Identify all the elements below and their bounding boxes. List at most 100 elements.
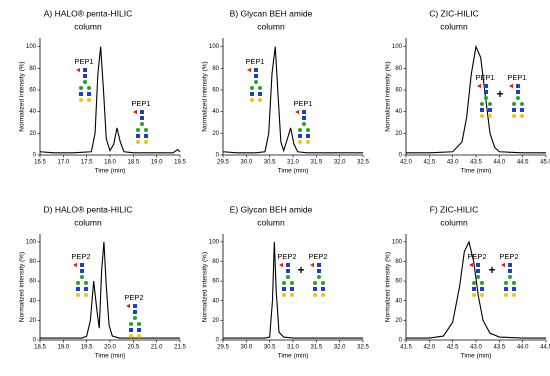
y-tick-label: 100 [209, 44, 220, 50]
mannose [488, 102, 492, 106]
glcnac [480, 108, 484, 112]
y-tick-label: 20 [395, 318, 402, 324]
y-tick-label: 0 [399, 153, 403, 159]
glycan-icon [126, 303, 141, 338]
x-tick-label: 29.5 [217, 345, 229, 351]
galactose [290, 293, 294, 297]
x-tick-label: 42.0 [423, 345, 435, 351]
x-tick-label: 42.5 [447, 345, 459, 351]
mannose [84, 281, 88, 285]
galactose [306, 140, 310, 144]
glcnac [488, 108, 492, 112]
galactose [488, 114, 492, 118]
peptide-label: PEP1 [507, 73, 526, 82]
y-tick-label: 60 [395, 88, 402, 94]
peptide-label: PEP1 [74, 57, 93, 66]
mannose [254, 80, 258, 84]
glcnac [512, 287, 516, 291]
y-axis-label: Normalized intensity (%) [202, 61, 209, 131]
x-tick-label: 29.5 [217, 160, 229, 166]
x-tick-label: 43.0 [470, 345, 482, 351]
galactose [504, 293, 508, 297]
galactose [136, 140, 140, 144]
fucose [76, 67, 80, 73]
mannose [472, 281, 476, 285]
glcnac [317, 269, 321, 273]
y-tick-label: 0 [33, 338, 37, 344]
mannose [140, 122, 144, 126]
glcnac [484, 90, 488, 94]
galactose [144, 140, 148, 144]
mannose [80, 275, 84, 279]
x-tick-label: 32.0 [334, 345, 346, 351]
fucose [509, 83, 513, 89]
y-tick-label: 40 [29, 298, 36, 304]
mannose [136, 128, 140, 132]
mannose [79, 86, 83, 90]
galactose [512, 114, 516, 118]
x-axis-label: Time (min) [461, 353, 492, 360]
glcnac [313, 287, 317, 291]
mannose [512, 102, 516, 106]
y-tick-label: 60 [212, 88, 219, 94]
fucose [73, 262, 77, 268]
mannose [298, 128, 302, 132]
mannose [480, 281, 484, 285]
x-tick-label: 44.5 [517, 160, 529, 166]
x-tick-label: 17.0 [57, 160, 69, 166]
y-axis-label: Normalized intensity (%) [385, 61, 392, 131]
mannose [520, 102, 524, 106]
panel-title: column [74, 217, 102, 227]
mannose [306, 128, 310, 132]
y-tick-label: 0 [33, 153, 37, 159]
glcnac [480, 287, 484, 291]
glcnac [144, 134, 148, 138]
y-tick-label: 100 [392, 44, 403, 50]
fucose [477, 83, 481, 89]
panel-title: column [257, 217, 285, 227]
fucose [310, 262, 314, 268]
x-tick-label: 32.5 [357, 345, 369, 351]
x-tick-label: 43.5 [470, 160, 482, 166]
y-tick-label: 20 [212, 318, 219, 324]
glcnac [80, 263, 84, 267]
mannose [76, 281, 80, 285]
x-tick-label: 20.5 [127, 345, 139, 351]
galactose [520, 114, 524, 118]
chromatogram [40, 241, 180, 339]
x-axis-label: Time (min) [95, 168, 126, 175]
glcnac [84, 287, 88, 291]
peptide-label: PEP1 [245, 57, 264, 66]
glycan-icon [469, 262, 484, 297]
galactose [313, 293, 317, 297]
x-tick-label: 31.0 [287, 160, 299, 166]
x-tick-label: 30.5 [264, 160, 276, 166]
glcnac [317, 263, 321, 267]
x-tick-label: 21.0 [151, 345, 163, 351]
mannose [133, 316, 137, 320]
panel-title: column [440, 217, 468, 227]
peptide-label: PEP1 [293, 99, 312, 108]
mannose [480, 102, 484, 106]
glcnac [298, 134, 302, 138]
glycan-icon [279, 262, 294, 297]
glcnac [133, 304, 137, 308]
panel-title: column [74, 21, 102, 31]
x-tick-label: 20.0 [104, 345, 116, 351]
glcnac [508, 269, 512, 273]
glcnac [476, 263, 480, 267]
peptide-label: PEP2 [124, 293, 143, 302]
panel-title: column [440, 21, 468, 31]
glcnac [504, 287, 508, 291]
y-axis-label: Normalized intensity (%) [19, 252, 26, 322]
mannose [484, 96, 488, 100]
y-tick-label: 0 [399, 338, 403, 344]
glcnac [484, 84, 488, 88]
glcnac [137, 328, 141, 332]
x-tick-label: 45.0 [540, 160, 550, 166]
y-tick-label: 80 [395, 259, 402, 265]
fucose [469, 262, 473, 268]
galactose [129, 334, 133, 338]
x-tick-label: 21.5 [174, 345, 186, 351]
